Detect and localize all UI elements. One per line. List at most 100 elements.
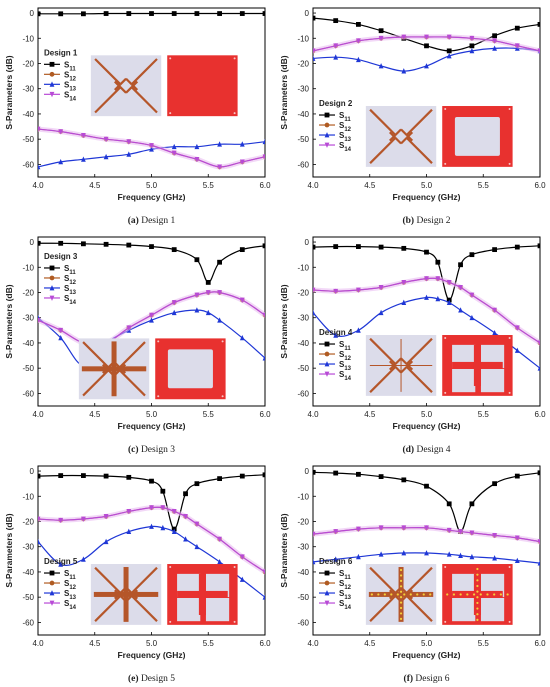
legend-label-s13: S13: [64, 284, 77, 296]
inset-corner-hole: [444, 108, 447, 111]
data-point-s13: [537, 365, 540, 371]
data-point-s14: [171, 150, 177, 156]
x-tick-label: 5.0: [421, 639, 433, 648]
data-point-s11: [38, 473, 41, 479]
data-point-s13: [435, 295, 441, 302]
data-point-s11: [446, 48, 452, 54]
data-point-s11: [38, 240, 41, 246]
inset-via: [399, 612, 403, 615]
data-point-s14: [458, 285, 463, 291]
x-tick-label: 5.5: [478, 181, 490, 190]
y-axis-label: S-Parameters (dB): [279, 55, 289, 129]
series-group: [313, 469, 540, 566]
data-point-s14: [149, 143, 154, 149]
data-point-s14: [149, 505, 154, 511]
data-point-s11: [356, 21, 361, 27]
data-point-s11: [194, 481, 200, 487]
x-tick-label: 6.0: [534, 181, 546, 190]
x-tick-label: 4.5: [89, 639, 101, 648]
legend-label-s11: S11: [64, 569, 76, 581]
data-point-s13: [262, 138, 265, 145]
data-point-s11: [126, 474, 132, 480]
legend-swatch-marker: [324, 122, 330, 128]
inset-via: [476, 613, 479, 616]
legend-label-s14: S14: [339, 141, 352, 153]
data-point-s13: [194, 543, 200, 550]
inset-corner-hole: [169, 57, 172, 60]
inset-via: [399, 590, 403, 593]
data-point-s14: [469, 292, 475, 298]
data-point-s14: [262, 312, 265, 319]
y-tick-label: -10: [297, 34, 309, 43]
y-tick-label: -50: [22, 135, 34, 144]
data-point-s11: [149, 244, 154, 249]
data-point-s14: [492, 38, 497, 44]
x-tick-label: 6.0: [259, 410, 271, 419]
data-point-s13: [492, 329, 497, 336]
legend-label-s13: S13: [339, 589, 352, 601]
inset-slot: [452, 597, 476, 622]
data-point-s13: [401, 68, 407, 74]
inset-dipole-hook: [400, 128, 408, 136]
inset-corner-hole: [508, 391, 511, 394]
inset-board: [442, 335, 513, 396]
x-axis-label: Frequency (GHz): [392, 421, 460, 431]
data-point-s11: [333, 244, 339, 249]
data-point-s13: [537, 560, 540, 566]
data-point-s13: [103, 538, 109, 545]
data-point-s14: [81, 516, 86, 522]
data-point-s14: [217, 290, 222, 296]
data-point-s13: [126, 528, 132, 534]
data-point-s14: [58, 129, 64, 135]
chart-svg: 0 -10 -20 -30 -40 -50 -60 4.0 4.5 5.0 5.5 6.0 Freque…: [279, 465, 546, 684]
inset-dipole-arm: [405, 595, 433, 622]
inset-corner-hole: [508, 620, 511, 623]
inset-dipole-hook: [400, 366, 408, 374]
data-point-s13: [378, 63, 384, 69]
inset-via: [416, 593, 419, 596]
data-point-s14: [239, 297, 245, 303]
data-point-s14: [378, 35, 384, 42]
data-point-s14: [492, 532, 497, 539]
data-point-s14: [424, 525, 429, 531]
data-point-s14: [38, 126, 41, 132]
data-point-s13: [149, 317, 154, 323]
inset-via: [383, 593, 386, 596]
legend-label-s12: S12: [339, 350, 352, 362]
data-point-s11: [149, 11, 154, 16]
x-tick-label: 5.5: [203, 639, 215, 648]
y-tick-label: 0: [30, 9, 35, 18]
inset-dipole-hook: [394, 128, 402, 136]
data-point-s11: [171, 11, 177, 16]
data-point-s13: [217, 317, 222, 323]
inset-via: [476, 579, 479, 582]
inset-dipole-arm: [82, 369, 110, 397]
data-point-s13: [239, 141, 245, 147]
data-point-s14: [469, 530, 475, 536]
data-point-s14: [424, 34, 429, 40]
y-tick-label: -20: [22, 517, 34, 526]
plot-area: [37, 236, 266, 407]
data-point-s13: [514, 347, 520, 353]
inset-board-metal: [167, 55, 238, 117]
inset-via: [452, 593, 456, 596]
data-point-s13: [378, 551, 384, 557]
data-point-s11: [378, 244, 384, 250]
inset-dipole-arm: [130, 566, 158, 594]
inset-board: [167, 55, 238, 117]
y-tick-label: -60: [22, 618, 34, 627]
inset-unit-cell: [90, 564, 162, 625]
data-point-s11: [469, 501, 475, 507]
inset-dipole-hook: [114, 80, 122, 88]
data-point-s11: [194, 11, 200, 16]
y-tick-label: -50: [297, 364, 309, 373]
inset-corner-hole: [508, 162, 511, 165]
legend-swatch-marker: [49, 580, 55, 586]
inset-strip-vertical: [398, 567, 404, 622]
inset-corner-hole: [233, 57, 236, 60]
y-tick-label: 0: [30, 238, 35, 247]
data-point-s13: [469, 314, 475, 321]
legend-swatch-marker: [324, 351, 330, 357]
data-point-s14: [205, 290, 211, 296]
inset-dipole-arm: [130, 58, 158, 86]
